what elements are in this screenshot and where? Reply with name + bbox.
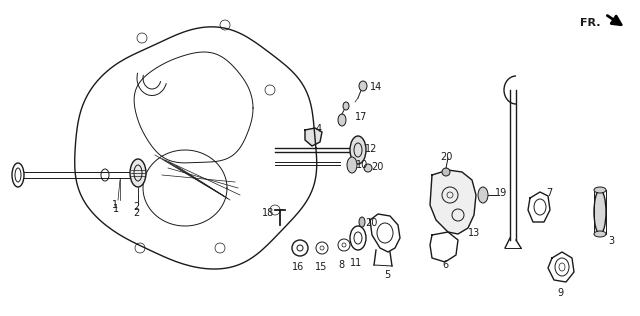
Text: 18: 18	[262, 208, 275, 218]
Ellipse shape	[359, 81, 367, 91]
Ellipse shape	[442, 168, 450, 176]
Text: 8: 8	[338, 260, 344, 270]
Text: 13: 13	[468, 228, 480, 238]
Text: 20: 20	[440, 152, 452, 162]
Text: 1: 1	[112, 200, 118, 210]
Text: 11: 11	[350, 258, 362, 268]
Text: 5: 5	[384, 270, 390, 280]
Text: 16: 16	[292, 262, 304, 272]
Text: 7: 7	[546, 188, 552, 198]
Text: 9: 9	[557, 288, 563, 298]
Text: 4: 4	[316, 124, 322, 134]
Text: 10: 10	[356, 160, 368, 170]
Ellipse shape	[594, 187, 606, 193]
Text: FR.: FR.	[580, 18, 600, 28]
Polygon shape	[305, 128, 322, 146]
Text: 12: 12	[365, 144, 378, 154]
Ellipse shape	[478, 187, 488, 203]
Text: 15: 15	[315, 262, 328, 272]
Text: 3: 3	[608, 236, 614, 246]
Ellipse shape	[12, 163, 24, 187]
Text: 20: 20	[365, 218, 378, 228]
Ellipse shape	[350, 136, 366, 164]
Text: 14: 14	[370, 82, 382, 92]
Ellipse shape	[594, 190, 606, 234]
Polygon shape	[430, 170, 476, 234]
Ellipse shape	[130, 159, 146, 187]
Ellipse shape	[338, 114, 346, 126]
Text: 17: 17	[355, 112, 367, 122]
Text: 6: 6	[442, 260, 448, 270]
Text: 19: 19	[495, 188, 508, 198]
Text: 20: 20	[371, 162, 383, 172]
Ellipse shape	[343, 102, 349, 110]
Ellipse shape	[359, 217, 365, 227]
Text: 1: 1	[113, 204, 119, 214]
Ellipse shape	[594, 231, 606, 237]
Text: 2: 2	[133, 208, 140, 218]
Ellipse shape	[347, 157, 357, 173]
Text: 2: 2	[133, 202, 140, 212]
Ellipse shape	[364, 164, 372, 172]
